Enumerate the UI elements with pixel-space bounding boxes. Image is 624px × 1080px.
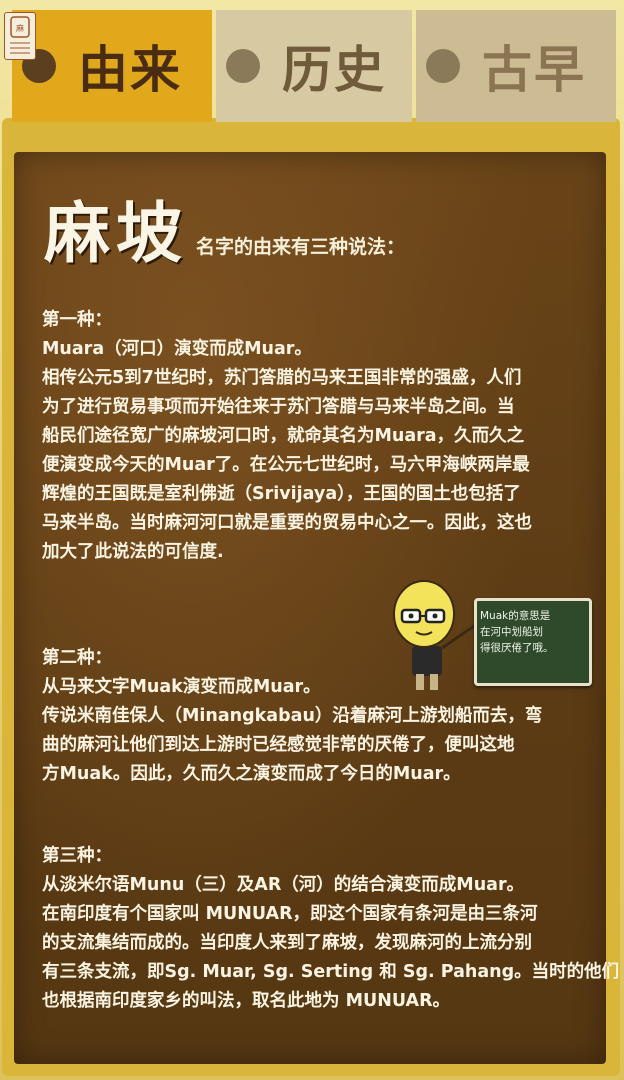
chalk-line: 得很厌倦了哦。 — [480, 642, 554, 654]
text-line: 方Muak。因此，久而久之演变而成了今日的Muar。 — [42, 764, 461, 784]
chalk-line: 在河中划船划 — [480, 626, 543, 638]
tab-bar: 由来 历史 古早 — [0, 10, 624, 122]
text-line: 便演变成今天的Muar了。在公元七世纪时，马六甲海峡两岸最 — [42, 455, 530, 475]
text-line: 加大了此说法的可信度. — [42, 542, 224, 562]
text-line: 相传公元5到7世纪时，苏门答腊的马来王国非常的强盛，人们 — [42, 368, 522, 388]
tab-label: 古早 — [482, 41, 586, 99]
section-1: 第一种： Muara（河口）演变而成Muar。 相传公元5到7世纪时，苏门答腊的… — [42, 306, 608, 567]
tab-dot-icon — [426, 49, 460, 83]
logo-seal-icon: 麻 — [10, 16, 30, 54]
section-2: 第二种： 从马来文字Muak演变而成Muar。 传说米南佳保人（Minangka… — [42, 644, 608, 789]
text-line: 从马来文字Muak演变而成Muar。 — [42, 677, 321, 697]
text-line: 辉煌的王国既是室利佛逝（Srivijaya），王国的国土也包括了 — [42, 484, 521, 504]
section-3: 第三种： 从淡米尔语Munu（三）及AR（河）的结合演变而成Muar。 在南印度… — [42, 842, 620, 1016]
section-heading: 第三种： — [42, 846, 112, 866]
text-line: 为了进行贸易事项而开始往来于苏门答腊与马来半岛之间。当 — [42, 397, 515, 417]
text-line: 的支流集结而成的。当印度人来到了麻坡，发现麻河的上流分别 — [42, 933, 532, 953]
text-line: 有三条支流，即Sg. Muar, Sg. Serting 和 Sg. Pahan… — [42, 962, 620, 982]
chalkboard-text: Muak的意思是 在河中划船划 得很厌倦了哦。 — [480, 608, 584, 656]
chalkboard — [474, 598, 592, 686]
page-subtitle: 名字的由来有三种说法： — [196, 236, 406, 258]
text-line: 在南印度有个国家叫 MUNUAR，即这个国家有条河是由三条河 — [42, 904, 538, 924]
section-heading: 第二种： — [42, 648, 112, 668]
tab-history[interactable]: 历史 — [216, 10, 412, 122]
tab-label: 历史 — [282, 41, 386, 99]
section-heading: 第一种： — [42, 310, 112, 330]
text-line: 马来半岛。当时麻河河口就是重要的贸易中心之一。因此，这也 — [42, 513, 532, 533]
tab-origin[interactable]: 由来 — [12, 10, 212, 122]
tab-label: 由来 — [78, 41, 182, 99]
muar-logo: 麻 — [4, 12, 36, 60]
text-line: Muara（河口）演变而成Muar。 — [42, 339, 312, 359]
svg-text:麻: 麻 — [16, 23, 24, 33]
text-line: 也根据南印度家乡的叫法，取名此地为 MUNUAR。 — [42, 991, 451, 1011]
cartoon-character-icon — [393, 580, 481, 690]
page-title: 麻坡 — [44, 194, 188, 272]
text-line: 从淡米尔语Munu（三）及AR（河）的结合演变而成Muar。 — [42, 875, 525, 895]
chalk-line: Muak的意思是 — [480, 610, 551, 622]
tab-dot-icon — [226, 49, 260, 83]
text-line: 船民们途径宽广的麻坡河口时，就命其名为Muara，久而久之 — [42, 426, 525, 446]
text-line: 曲的麻河让他们到达上游时已经感觉非常的厌倦了，便叫这地 — [42, 735, 515, 755]
tab-old-times[interactable]: 古早 — [416, 10, 616, 122]
text-line: 传说米南佳保人（Minangkabau）沿着麻河上游划船而去，弯 — [42, 706, 543, 726]
